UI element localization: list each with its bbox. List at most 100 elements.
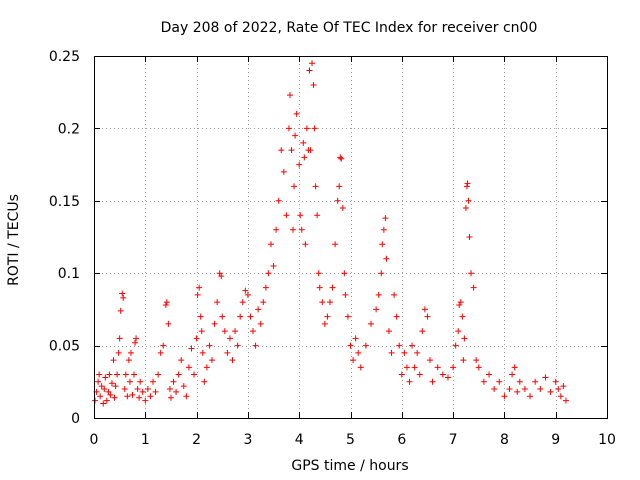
data-point: [275, 197, 282, 204]
data-point: [166, 386, 173, 393]
y-axis-label: ROTI / TECUs: [6, 194, 22, 286]
x-axis-label: GPS time / hours: [291, 458, 408, 474]
data-point: [122, 371, 129, 378]
data-point: [180, 383, 187, 390]
data-point: [288, 147, 295, 154]
data-point: [324, 313, 331, 320]
data-point: [475, 364, 482, 371]
data-point: [486, 371, 493, 378]
data-point: [521, 386, 528, 393]
data-point: [368, 320, 375, 327]
y-tick-label: 0.15: [49, 194, 80, 210]
data-point: [155, 371, 162, 378]
data-point: [388, 349, 395, 356]
data-point: [129, 391, 136, 398]
data-point: [537, 386, 544, 393]
data-point: [496, 378, 503, 385]
data-point: [334, 197, 341, 204]
data-point: [465, 197, 472, 204]
data-point: [352, 335, 359, 342]
data-point: [157, 349, 164, 356]
data-point: [203, 364, 210, 371]
data-point: [429, 378, 436, 385]
data-point: [319, 299, 326, 306]
data-point: [396, 342, 403, 349]
data-point: [262, 284, 269, 291]
y-tick-label: 0.05: [49, 339, 80, 355]
data-point: [414, 349, 421, 356]
data-point: [175, 371, 182, 378]
data-point: [237, 313, 244, 320]
data-point: [278, 147, 285, 154]
x-tick-label: 0: [90, 432, 99, 448]
data-point: [347, 342, 354, 349]
data-points: [92, 60, 569, 407]
data-point: [214, 299, 221, 306]
data-point: [234, 342, 241, 349]
data-point: [303, 125, 310, 132]
data-point: [126, 378, 133, 385]
data-point: [378, 270, 385, 277]
y-tick-label: 0.25: [49, 49, 80, 65]
data-point: [547, 388, 554, 395]
data-point: [315, 270, 322, 277]
data-point: [292, 132, 299, 139]
y-tick-label: 0.1: [58, 266, 80, 282]
data-point: [250, 328, 257, 335]
data-point: [185, 364, 192, 371]
data-point: [357, 364, 364, 371]
data-point: [106, 371, 113, 378]
data-point: [393, 313, 400, 320]
data-point: [297, 212, 304, 219]
data-point: [265, 270, 272, 277]
data-point: [226, 335, 233, 342]
data-point: [316, 284, 323, 291]
data-point: [160, 342, 167, 349]
x-tick-label: 10: [598, 432, 616, 448]
data-point: [108, 380, 115, 387]
data-point: [102, 374, 109, 381]
data-point: [92, 397, 99, 404]
data-point: [461, 335, 468, 342]
data-point: [332, 241, 339, 248]
y-tick-label: 0: [71, 411, 80, 427]
y-tick-label: 0.2: [58, 121, 80, 137]
data-point: [290, 226, 297, 233]
data-point: [114, 371, 121, 378]
data-point: [562, 397, 569, 404]
data-point: [338, 155, 345, 162]
data-point: [455, 328, 462, 335]
x-tick-label: 8: [500, 432, 509, 448]
data-point: [491, 386, 498, 393]
data-point: [337, 154, 344, 161]
data-point: [173, 388, 180, 395]
data-point: [152, 388, 159, 395]
data-point: [501, 393, 508, 400]
data-point: [286, 92, 293, 99]
data-point: [339, 205, 346, 212]
data-point: [142, 397, 149, 404]
data-point: [341, 270, 348, 277]
data-point: [463, 183, 470, 190]
data-point: [95, 378, 102, 385]
data-point: [375, 291, 382, 298]
data-point: [229, 357, 236, 364]
data-point: [285, 125, 292, 132]
data-point: [127, 349, 134, 356]
x-tick-label: 3: [243, 432, 252, 448]
data-point: [124, 393, 131, 400]
data-point: [439, 371, 446, 378]
data-point: [452, 342, 459, 349]
x-tick-label: 9: [551, 432, 560, 448]
data-point: [224, 349, 231, 356]
data-point: [444, 374, 451, 381]
x-tick-label: 7: [449, 432, 458, 448]
data-point: [208, 357, 215, 364]
data-point: [409, 342, 416, 349]
data-point: [107, 391, 114, 398]
data-point: [470, 284, 477, 291]
data-point: [326, 299, 333, 306]
data-point: [401, 349, 408, 356]
